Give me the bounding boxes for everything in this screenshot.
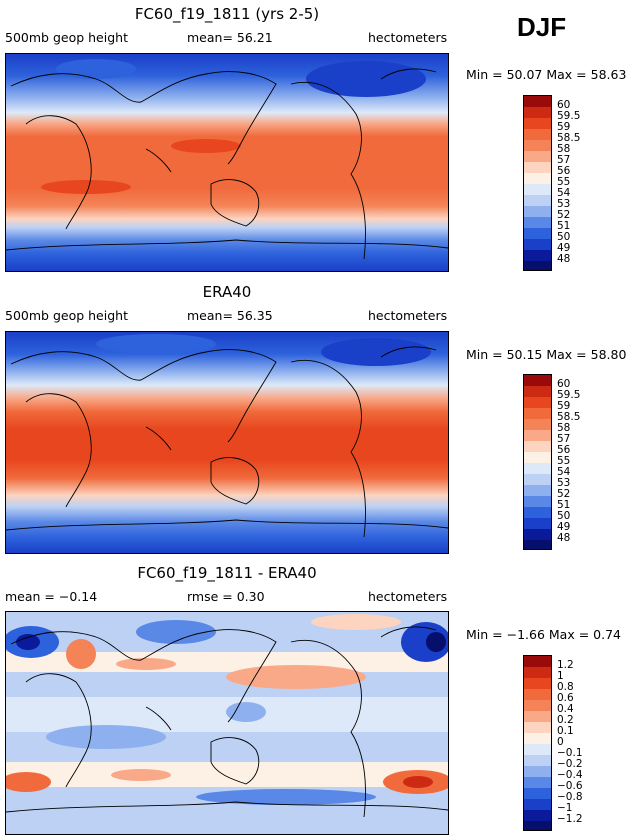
colorbar-tick-label: 51 [557, 220, 571, 232]
panel-2-polar-min [96, 334, 216, 354]
panel-1-min-max: Min = 50.07 Max = 58.63 [466, 67, 627, 82]
colorbar-tick-label: 59 [557, 400, 571, 412]
colorbar-tick-label: 52 [557, 209, 571, 221]
colorbar-tick-label: −1 [557, 802, 573, 814]
panel-2-coastlines [6, 346, 448, 538]
panel-1-variable-label: 500mb geop height [5, 30, 128, 45]
panel-3-negative-anomaly [16, 634, 40, 650]
panel-1-title: FC60_f19_1811 (yrs 2-5) [134, 5, 320, 23]
panel-3-rmse-label: rmse = 0.30 [187, 589, 265, 604]
colorbar-tick-label: 49 [557, 521, 571, 533]
colorbar-tick-label: 60 [557, 378, 571, 390]
panel-1-colorbar [523, 95, 552, 271]
colorbar-tick-label: 59.5 [557, 389, 581, 401]
panel-3-negative-anomaly [46, 725, 166, 749]
colorbar-tick-label: −0.8 [557, 791, 583, 803]
colorbar-tick-label: 54 [557, 187, 571, 199]
colorbar-tick-label: 1 [557, 670, 564, 682]
colorbar-tick-label: 56 [557, 444, 571, 456]
colorbar-tick-label: 54 [557, 466, 571, 478]
colorbar-tick-label: 1.2 [557, 659, 574, 671]
panel-3-negative-anomaly [426, 632, 446, 652]
panel-3-min-max: Min = −1.66 Max = 0.74 [466, 627, 621, 642]
panel-1-map [5, 53, 449, 272]
colorbar-tick-label: −0.6 [557, 780, 583, 792]
colorbar-tick-label: 58 [557, 422, 571, 434]
colorbar-tick-label: 0.4 [557, 703, 574, 715]
panel-2-units-label: hectometers [368, 308, 448, 323]
panel-2-title: ERA40 [202, 283, 252, 301]
colorbar-tick-label: 58.5 [557, 411, 581, 423]
season-label: DJF [517, 12, 567, 42]
panel-3-negative-anomaly [226, 702, 266, 722]
colorbar-tick-label: 0.1 [557, 725, 574, 737]
panel-3-mean-label: mean = −0.14 [5, 589, 98, 604]
colorbar-tick-label: 50 [557, 510, 571, 522]
colorbar-tick-label: 50 [557, 231, 571, 243]
panel-2-colorbar [523, 374, 552, 550]
colorbar-tick-label: 53 [557, 198, 571, 210]
panel-3-negative-anomaly [136, 620, 216, 644]
panel-1-units-label: hectometers [368, 30, 448, 45]
panel-2-variable-label: 500mb geop height [5, 308, 128, 323]
panel-3-positive-anomaly [116, 658, 176, 670]
panel-3-colorbar [523, 655, 552, 831]
panel-3-positive-anomaly [311, 614, 401, 630]
panel-3-negative-anomaly [401, 622, 448, 662]
colorbar-tick-label: 49 [557, 242, 571, 254]
colorbar-tick-label: 60 [557, 99, 571, 111]
panel-1-mean-label: mean= 56.21 [187, 30, 273, 45]
panel-2-field [6, 332, 448, 553]
colorbar-tick-label: 57 [557, 154, 571, 166]
panel-2-mean-label: mean= 56.35 [187, 308, 273, 323]
colorbar-tick-label: 48 [557, 532, 571, 544]
panel-3-units-label: hectometers [368, 589, 448, 604]
panel-1-coastlines [6, 68, 448, 260]
panel-3-title: FC60_f19_1811 - ERA40 [137, 564, 317, 582]
colorbar-tick-label: 48 [557, 253, 571, 265]
colorbar-tick-label: −0.1 [557, 747, 583, 759]
colorbar-tick-label: 0 [557, 736, 564, 748]
colorbar-tick-label: −0.4 [557, 769, 583, 781]
colorbar-tick-label: 56 [557, 165, 571, 177]
panel-3-coastlines [6, 626, 448, 818]
colorbar-tick-label: −0.2 [557, 758, 583, 770]
panel-3-positive-anomaly [6, 772, 51, 792]
panel-2-map [5, 331, 449, 554]
colorbar-tick-label: 59 [557, 121, 571, 133]
panel-3-positive-anomaly [226, 665, 366, 689]
panel-1-tropical-max [171, 139, 241, 153]
panel-3-positive-anomaly [66, 639, 96, 669]
colorbar-tick-label: −1.2 [557, 813, 583, 825]
panel-3-negative-anomaly [196, 789, 376, 805]
panel-3-map [5, 611, 449, 835]
colorbar-tick-label: 58 [557, 143, 571, 155]
panel-3-positive-anomaly [403, 776, 433, 788]
panel-1-polar-min [306, 61, 426, 97]
colorbar-tick-label: 0.2 [557, 714, 574, 726]
colorbar-tick-label: 59.5 [557, 110, 581, 122]
colorbar-tick-label: 58.5 [557, 132, 581, 144]
panel-2-min-max: Min = 50.15 Max = 58.80 [466, 347, 627, 362]
panel-2-polar-min [321, 338, 431, 366]
colorbar-tick-label: 0.6 [557, 692, 574, 704]
colorbar-tick-label: 0.8 [557, 681, 574, 693]
panel-1-polar-min [56, 59, 136, 79]
panel-1-tropical-max [41, 180, 131, 194]
colorbar-tick-label: 55 [557, 455, 571, 467]
panel-3-positive-anomaly [111, 769, 171, 781]
colorbar-tick-label: 52 [557, 488, 571, 500]
colorbar-tick-label: 57 [557, 433, 571, 445]
colorbar-tick-label: 53 [557, 477, 571, 489]
colorbar-tick-label: 51 [557, 499, 571, 511]
colorbar-tick-label: 55 [557, 176, 571, 188]
